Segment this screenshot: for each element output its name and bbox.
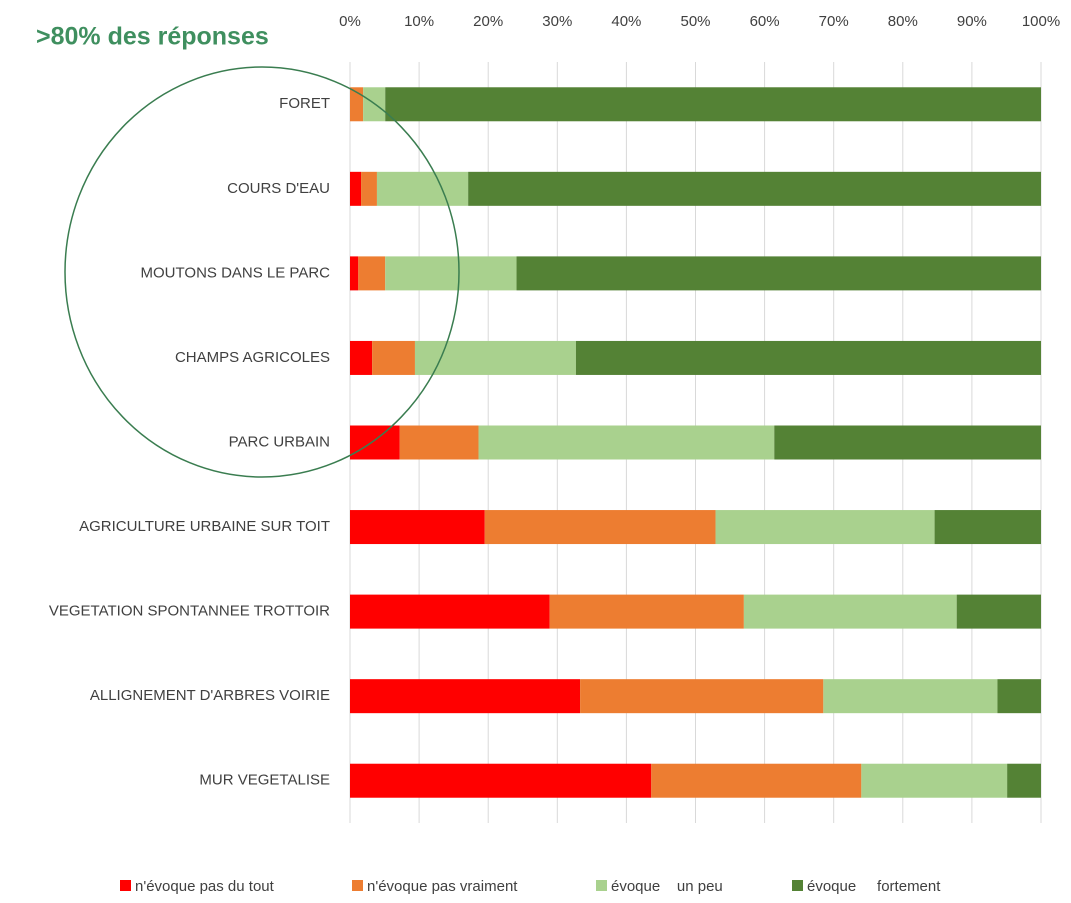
bar-segment bbox=[580, 679, 824, 714]
x-tick-label: 80% bbox=[888, 13, 918, 30]
legend-swatch bbox=[792, 880, 803, 891]
x-tick-label: 10% bbox=[404, 13, 434, 30]
bar-segment bbox=[549, 594, 744, 629]
y-tick-label: MUR VEGETALISE bbox=[199, 772, 330, 789]
bar-segment bbox=[372, 340, 415, 375]
annotation: >80% des réponses bbox=[36, 23, 269, 51]
bar-segment bbox=[358, 256, 386, 291]
bar-segment bbox=[468, 171, 1041, 206]
bar-segment bbox=[350, 256, 359, 291]
bar-segment bbox=[361, 171, 377, 206]
legend-swatch bbox=[596, 880, 607, 891]
bar-segment bbox=[484, 510, 716, 545]
x-tick-label: 0% bbox=[339, 13, 361, 30]
bar-segment bbox=[350, 679, 581, 714]
bar-segment bbox=[997, 679, 1041, 714]
x-tick-label: 90% bbox=[957, 13, 987, 30]
x-tick-label: 100% bbox=[1022, 13, 1060, 30]
bar-segment bbox=[350, 340, 373, 375]
bar-segment bbox=[1007, 763, 1041, 798]
bar-segment bbox=[715, 510, 935, 545]
legend-label: évoque un peu bbox=[611, 878, 723, 895]
legend-label: évoque fortement bbox=[807, 878, 941, 895]
y-tick-label: CHAMPS AGRICOLES bbox=[175, 349, 330, 366]
bar-segment bbox=[385, 87, 1042, 122]
legend-label: n'évoque pas vraiment bbox=[367, 878, 518, 895]
bar-segment bbox=[478, 425, 775, 460]
bar-segment bbox=[934, 510, 1041, 545]
y-tick-label: MOUTONS DANS LE PARC bbox=[141, 264, 331, 281]
bar-segment bbox=[385, 256, 517, 291]
y-tick-label: PARC URBAIN bbox=[229, 433, 330, 450]
bar-segment bbox=[376, 171, 469, 206]
y-tick-label: VEGETATION SPONTANNEE TROTTOIR bbox=[49, 603, 330, 620]
x-tick-label: 30% bbox=[542, 13, 572, 30]
x-tick-label: 60% bbox=[750, 13, 780, 30]
bar-segment bbox=[743, 594, 957, 629]
bar-segment bbox=[399, 425, 479, 460]
bar-segment bbox=[823, 679, 998, 714]
bar-segment bbox=[651, 763, 862, 798]
x-tick-label: 70% bbox=[819, 13, 849, 30]
x-tick-label: 50% bbox=[680, 13, 710, 30]
bar-segment bbox=[350, 171, 362, 206]
y-tick-label: COURS D'EAU bbox=[227, 180, 330, 197]
y-tick-label: AGRICULTURE URBAINE SUR TOIT bbox=[79, 518, 330, 535]
bar-segment bbox=[350, 594, 550, 629]
bar-segment bbox=[861, 763, 1008, 798]
y-tick-label: ALLIGNEMENT D'ARBRES VOIRIE bbox=[90, 687, 330, 704]
highlight-circle bbox=[64, 66, 460, 478]
bar-segment bbox=[956, 594, 1041, 629]
bar-segment bbox=[350, 425, 400, 460]
y-tick-label: FORET bbox=[279, 95, 330, 112]
legend-swatch bbox=[120, 880, 131, 891]
bar-segment bbox=[774, 425, 1041, 460]
legend-swatch bbox=[352, 880, 363, 891]
bars bbox=[350, 87, 1042, 798]
bar-segment bbox=[350, 763, 652, 798]
bar-segment bbox=[350, 87, 364, 122]
x-tick-label: 20% bbox=[473, 13, 503, 30]
bar-segment bbox=[414, 340, 576, 375]
bar-segment bbox=[516, 256, 1041, 291]
bar-segment bbox=[350, 510, 485, 545]
legend-label: n'évoque pas du tout bbox=[135, 878, 275, 895]
x-tick-label: 40% bbox=[611, 13, 641, 30]
bar-segment bbox=[575, 340, 1041, 375]
